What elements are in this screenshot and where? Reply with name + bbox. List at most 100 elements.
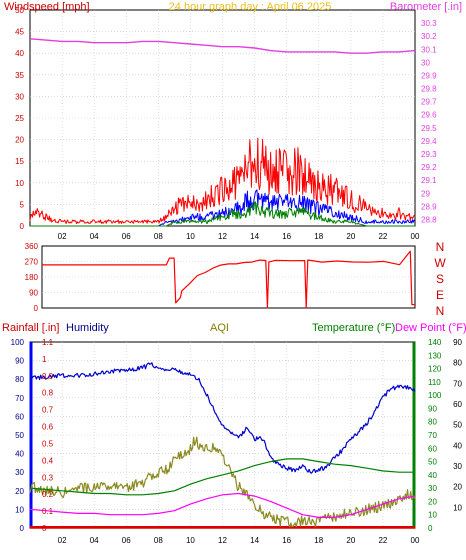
climate-x-tick: 16 xyxy=(282,536,291,545)
compass-label-north-bottom: N xyxy=(436,304,445,318)
rainfall-y-tick: 0.1 xyxy=(42,507,54,516)
direction-y-tick: 90 xyxy=(29,289,38,298)
wind-x-tick: 08 xyxy=(154,232,163,241)
rainfall-y-tick: 0.9 xyxy=(42,372,54,381)
rainfall-y-tick: 0.5 xyxy=(42,439,54,448)
rainfall-y-tick: 1 xyxy=(42,355,47,364)
barometer-y-tick: 30.2 xyxy=(421,32,437,41)
barometer-y-tick: 29.3 xyxy=(421,150,437,159)
barometer-y-tick: 30 xyxy=(421,58,430,67)
temperature-y-tick: 0 xyxy=(428,524,433,533)
climate-x-tick: 18 xyxy=(314,536,323,545)
temperature-y-tick: 80 xyxy=(428,418,437,427)
barometer-series-line xyxy=(29,38,416,54)
climate-x-tick: 02 xyxy=(58,536,67,545)
rainfall-y-tick: 0.8 xyxy=(42,389,54,398)
wind-y-tick: 20 xyxy=(15,136,24,145)
climate-x-tick: 00 xyxy=(411,536,420,545)
barometer-y-tick: 29.5 xyxy=(421,124,437,133)
compass-label-south: S xyxy=(436,272,444,286)
barometer-y-tick: 28.9 xyxy=(421,202,437,211)
tick-labels: 0510152025303540455028.828.92929.129.229… xyxy=(11,6,463,545)
compass-label-north: N xyxy=(436,240,445,254)
temperature-y-tick: 30 xyxy=(428,484,437,493)
barometer-y-tick: 30.1 xyxy=(421,45,437,54)
rainfall-y-tick: 1.1 xyxy=(42,338,54,347)
barometer-y-tick: 29.1 xyxy=(421,176,437,185)
aqi-series-line xyxy=(29,436,416,528)
compass-label-west: W xyxy=(434,256,446,270)
direction-y-tick: 360 xyxy=(25,242,39,251)
legend-aqi: AQI xyxy=(210,322,229,334)
dewpoint-series-line xyxy=(29,492,416,518)
temperature-y-tick: 90 xyxy=(428,404,437,413)
dewpoint-y-tick: 70 xyxy=(453,379,462,388)
temperature-y-tick: 120 xyxy=(428,365,442,374)
wind-y-tick: 40 xyxy=(15,49,24,58)
dewpoint-y-tick: 20 xyxy=(453,483,462,492)
humidity-y-tick: 40 xyxy=(15,450,24,459)
barometer-y-tick: 29.6 xyxy=(421,111,437,120)
climate-x-tick: 12 xyxy=(218,536,227,545)
legend-dew-point: Dew Point (°F) xyxy=(395,322,466,334)
barometer-y-tick: 29.9 xyxy=(421,71,437,80)
barometer-y-tick: 29.2 xyxy=(421,163,437,172)
climate-x-tick: 14 xyxy=(250,536,259,545)
wind-x-tick: 00 xyxy=(411,232,420,241)
rainfall-y-tick: 0.6 xyxy=(42,423,54,432)
compass-label-east: E xyxy=(436,288,444,302)
humidity-y-tick: 10 xyxy=(15,505,24,514)
dewpoint-y-tick: 90 xyxy=(453,338,462,347)
temperature-series-line xyxy=(29,458,415,496)
temperature-y-tick: 60 xyxy=(428,444,437,453)
humidity-series-line xyxy=(29,362,416,474)
legend-humidity: Humidity xyxy=(66,322,109,334)
rainfall-y-tick: 0.2 xyxy=(42,490,54,499)
barometer-y-tick: 28.8 xyxy=(421,215,437,224)
humidity-y-tick: 60 xyxy=(15,412,24,421)
dewpoint-y-tick: 80 xyxy=(453,359,462,368)
humidity-y-tick: 50 xyxy=(15,431,24,440)
climate-x-tick: 10 xyxy=(186,536,195,545)
speed-wind-series-line xyxy=(30,201,415,227)
humidity-y-tick: 0 xyxy=(20,524,25,533)
dewpoint-y-tick: 30 xyxy=(453,462,462,471)
chart-title: 24 hour graph day : April 06 2025 xyxy=(169,1,332,13)
wind-x-tick: 02 xyxy=(58,232,67,241)
temperature-y-tick: 70 xyxy=(428,431,437,440)
humidity-y-tick: 90 xyxy=(15,357,24,366)
climate-x-tick: 06 xyxy=(122,536,131,545)
direction-y-tick: 180 xyxy=(25,273,39,282)
rainfall-y-tick: 0 xyxy=(42,524,47,533)
wind-x-tick: 04 xyxy=(90,232,99,241)
wind-axis-label: Windspeed [mph] xyxy=(4,1,90,13)
climate-x-tick: 04 xyxy=(90,536,99,545)
wind-y-tick: 45 xyxy=(15,28,24,37)
wind-y-tick: 10 xyxy=(15,179,24,188)
wind-x-tick: 12 xyxy=(218,232,227,241)
wind-x-tick: 18 xyxy=(314,232,323,241)
barometer-y-tick: 29 xyxy=(421,189,430,198)
rainfall-y-tick: 0.7 xyxy=(42,406,54,415)
barometer-axis-label: Barometer [.in] xyxy=(390,1,462,13)
dewpoint-y-tick: 60 xyxy=(453,400,462,409)
temperature-y-tick: 140 xyxy=(428,338,442,347)
humidity-y-tick: 100 xyxy=(11,338,25,347)
barometer-y-tick: 29.4 xyxy=(421,137,437,146)
direction-y-tick: 270 xyxy=(25,258,39,267)
wind-y-tick: 30 xyxy=(15,92,24,101)
climate-x-tick: 20 xyxy=(346,536,355,545)
dewpoint-y-tick: 50 xyxy=(453,421,462,430)
wind-y-tick: 5 xyxy=(20,200,25,209)
barometer-y-tick: 29.8 xyxy=(421,85,437,94)
climate-x-tick: 08 xyxy=(154,536,163,545)
humidity-y-tick: 30 xyxy=(15,468,24,477)
wind-y-tick: 15 xyxy=(15,157,24,166)
temperature-y-tick: 100 xyxy=(428,391,442,400)
legend-rainfall: Rainfall [.in] xyxy=(2,322,59,334)
wind-y-tick: 50 xyxy=(15,6,24,15)
rainfall-y-tick: 0.4 xyxy=(42,456,54,465)
grid-lines xyxy=(29,10,416,528)
